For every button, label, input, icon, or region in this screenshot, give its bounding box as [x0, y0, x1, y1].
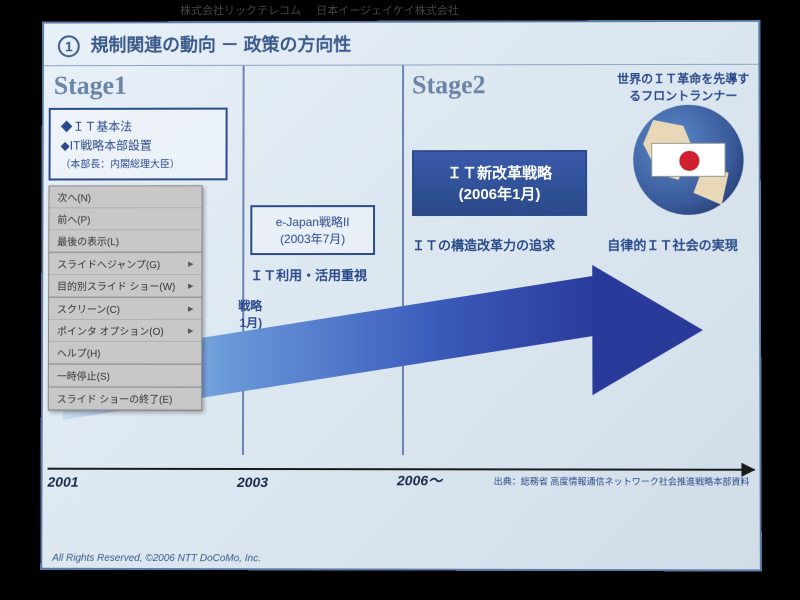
label-jiritu: 自律的ＩＴ社会の実現	[607, 235, 738, 254]
label-world-leader: 世界のＩＴ革命を先導するフロントランナー	[613, 70, 753, 104]
header-number: 1	[58, 35, 80, 57]
top-banner: 株式会社リックテレコム 日本イージェイケイ株式会社	[180, 2, 459, 18]
box2-line2: (2003年7月)	[262, 230, 363, 247]
box3-line2: (2006年1月)	[422, 183, 577, 204]
banner-right: 日本イージェイケイ株式会社	[316, 5, 459, 17]
menu-item-0[interactable]: 次へ(N)	[49, 186, 201, 208]
menu-item-3[interactable]: スライドへジャンプ(G)	[49, 253, 201, 275]
source-citation: 出典：総務省 高度情報通信ネットワーク社会推進戦略本部資料	[494, 474, 750, 487]
banner-left: 株式会社リックテレコム	[180, 5, 301, 17]
menu-item-6[interactable]: ポインタ オプション(O)	[49, 320, 201, 342]
arrow-head-icon	[592, 265, 703, 395]
context-menu[interactable]: 次へ(N)前へ(P)最後の表示(L)スライドへジャンプ(G)目的別スライド ショ…	[48, 185, 203, 411]
box-ejapan: e-Japan戦略II (2003年7月)	[250, 205, 375, 255]
timeline-year-2003: 2003	[237, 474, 268, 490]
box2-line1: e-Japan戦略II	[262, 213, 363, 230]
slide-content: Stage1 Stage2 ◆ＩＴ基本法 ◆IT戦略本部設置 （本部長：内閣総理…	[42, 65, 759, 526]
label-it-kouzou: ＩＴの構造改革力の追求	[412, 235, 555, 254]
japan-flag	[651, 143, 725, 177]
globe-graphic	[633, 105, 744, 215]
header-title: 規制関連の動向 － 政策の方向性	[91, 35, 352, 55]
menu-item-8[interactable]: 一時停止(S)	[49, 365, 201, 387]
menu-item-5[interactable]: スクリーン(C)	[49, 298, 201, 320]
menu-item-4[interactable]: 目的別スライド ショー(W)	[49, 275, 201, 297]
flag-circle-icon	[679, 151, 699, 171]
box1-line1: ◆ＩＴ基本法	[61, 118, 216, 135]
stage1-title: Stage1	[54, 71, 127, 101]
box1-line2: ◆IT戦略本部設置	[61, 136, 216, 153]
slide-header: 1 規制関連の動向 － 政策の方向性	[44, 22, 758, 66]
menu-item-9[interactable]: スライド ショーの終了(E)	[49, 388, 201, 410]
box-it-reform: ＩＴ新改革戦略 (2006年1月)	[412, 150, 587, 216]
slide-frame: 1 規制関連の動向 － 政策の方向性 Stage1 Stage2 ◆ＩＴ基本法 …	[40, 20, 762, 572]
timeline-year-2006: 2006～	[397, 470, 442, 490]
menu-item-1[interactable]: 前へ(P)	[49, 208, 201, 230]
box3-line1: ＩＴ新改革戦略	[422, 162, 577, 183]
globe-circle	[633, 105, 744, 215]
box-it-basic-law: ◆ＩＴ基本法 ◆IT戦略本部設置 （本部長：内閣総理大臣）	[49, 108, 228, 181]
copyright-footer: All Rights Reserved, ©2006 NTT DoCoMo, I…	[52, 553, 261, 565]
stage2-title: Stage2	[412, 70, 486, 100]
box1-line3: （本部長：内閣総理大臣）	[60, 155, 215, 170]
menu-item-2[interactable]: 最後の表示(L)	[49, 230, 201, 252]
menu-item-7[interactable]: ヘルプ(H)	[49, 342, 201, 364]
timeline-year-2001: 2001	[47, 474, 78, 490]
